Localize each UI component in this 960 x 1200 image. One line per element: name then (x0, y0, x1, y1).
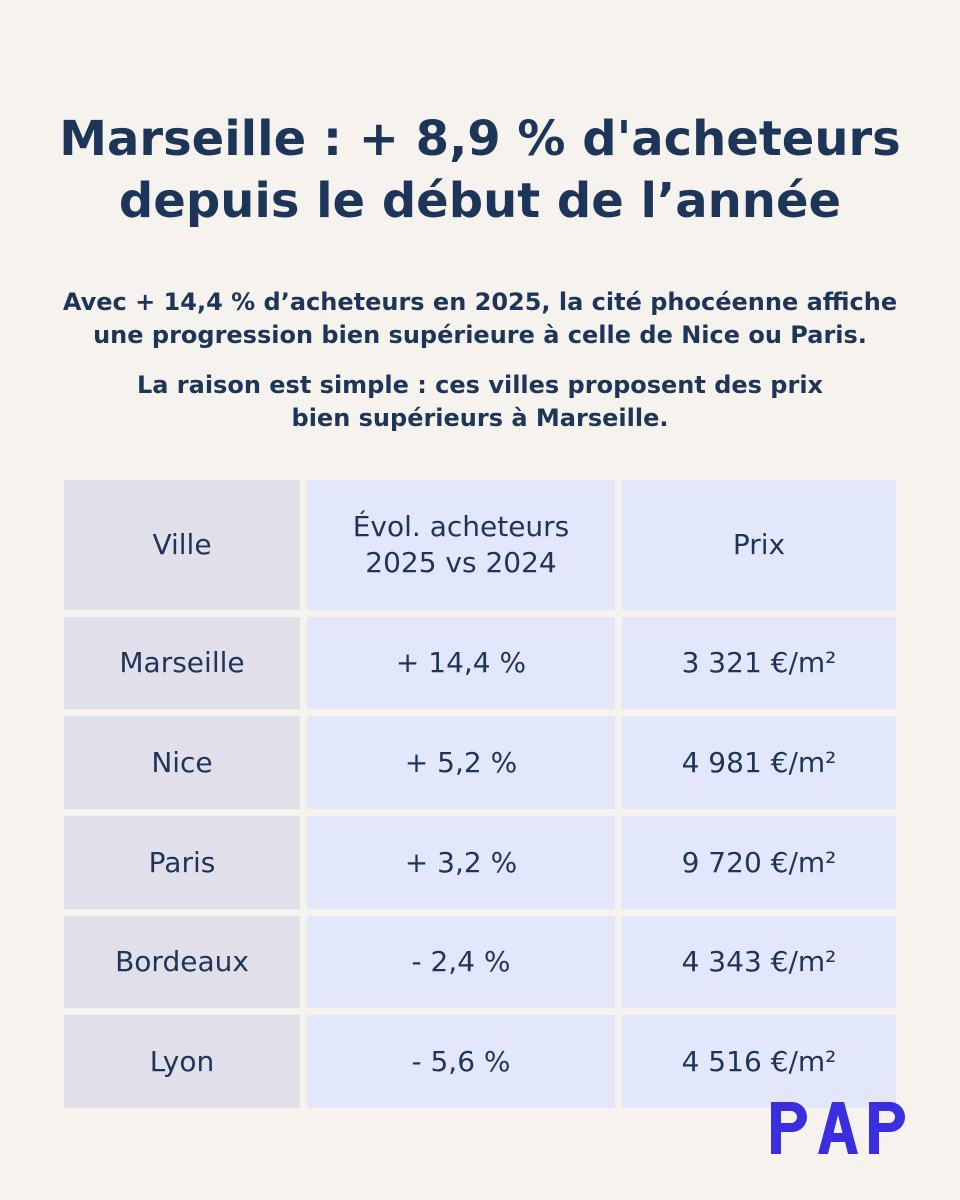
table-row-evol: - 2,4 % (307, 916, 615, 1008)
title-line-1: Marseille : + 8,9 % d'acheteurs (59, 111, 901, 167)
page-title: Marseille : + 8,9 % d'acheteurs depuis l… (0, 108, 960, 232)
intro-paragraph-2-line-2: bien supérieurs à Marseille. (291, 404, 669, 432)
table-row-ville: Paris (64, 816, 300, 909)
intro-paragraph-1-line-2: une progression bien supérieure à celle … (93, 321, 867, 349)
header-prix: Prix (622, 480, 896, 610)
header-evol: Évol. acheteurs 2025 vs 2024 (307, 480, 615, 610)
intro-paragraph-2: La raison est simple : ces villes propos… (0, 369, 960, 435)
header-ville-label: Ville (152, 528, 212, 561)
table-row-ville: Lyon (64, 1015, 300, 1108)
header-prix-label: Prix (732, 528, 786, 561)
header-ville: Ville (64, 480, 300, 610)
table-row-evol: + 5,2 % (307, 716, 615, 809)
table-row-prix: 3 321 €/m² (622, 617, 896, 709)
table-row-prix: 4 516 €/m² (622, 1015, 896, 1108)
pap-logo (771, 1102, 905, 1154)
table-row-prix: 4 343 €/m² (622, 916, 896, 1008)
intro-paragraph-1-line-1: Avec + 14,4 % d’acheteurs en 2025, la ci… (62, 288, 898, 316)
table-row-ville: Marseille (64, 617, 300, 709)
table-row-evol: + 14,4 % (307, 617, 615, 709)
table-row-ville: Bordeaux (64, 916, 300, 1008)
table-row-ville: Nice (64, 716, 300, 809)
header-evol-line-2: 2025 vs 2024 (365, 546, 557, 579)
title-line-2: depuis le début de l’année (118, 173, 842, 229)
intro-paragraph-1: Avec + 14,4 % d’acheteurs en 2025, la ci… (0, 286, 960, 352)
header-evol-line-1: Évol. acheteurs (352, 510, 570, 543)
table-row-prix: 9 720 €/m² (622, 816, 896, 909)
table-row-evol: + 3,2 % (307, 816, 615, 909)
table-row-prix: 4 981 €/m² (622, 716, 896, 809)
table-row-evol: - 5,6 % (307, 1015, 615, 1108)
intro-paragraph-2-line-1: La raison est simple : ces villes propos… (136, 371, 824, 399)
